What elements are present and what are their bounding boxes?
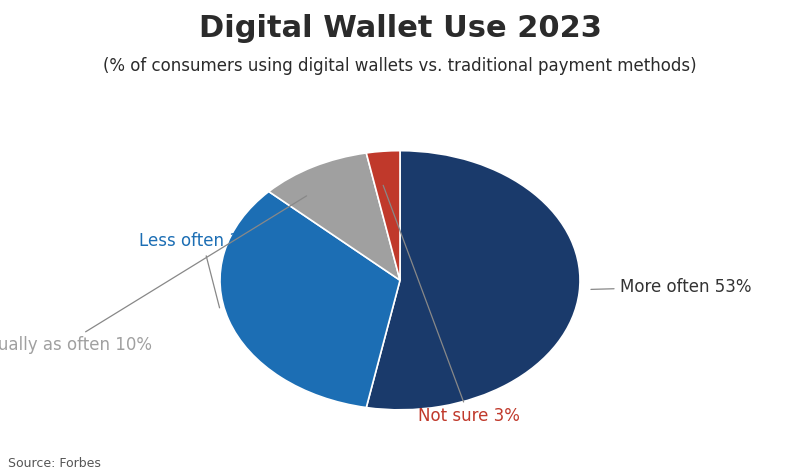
Text: Source: Forbes: Source: Forbes — [8, 457, 101, 470]
Text: Less often 34%: Less often 34% — [139, 232, 266, 308]
Wedge shape — [220, 191, 400, 408]
Text: More often 53%: More often 53% — [591, 278, 751, 296]
Wedge shape — [269, 153, 400, 280]
Text: Digital Wallet Use 2023: Digital Wallet Use 2023 — [198, 14, 602, 43]
Text: Not sure 3%: Not sure 3% — [383, 185, 520, 425]
Text: (% of consumers using digital wallets vs. traditional payment methods): (% of consumers using digital wallets vs… — [103, 57, 697, 75]
Text: Equally as often 10%: Equally as often 10% — [0, 196, 306, 354]
Wedge shape — [366, 151, 580, 410]
Wedge shape — [366, 151, 400, 280]
